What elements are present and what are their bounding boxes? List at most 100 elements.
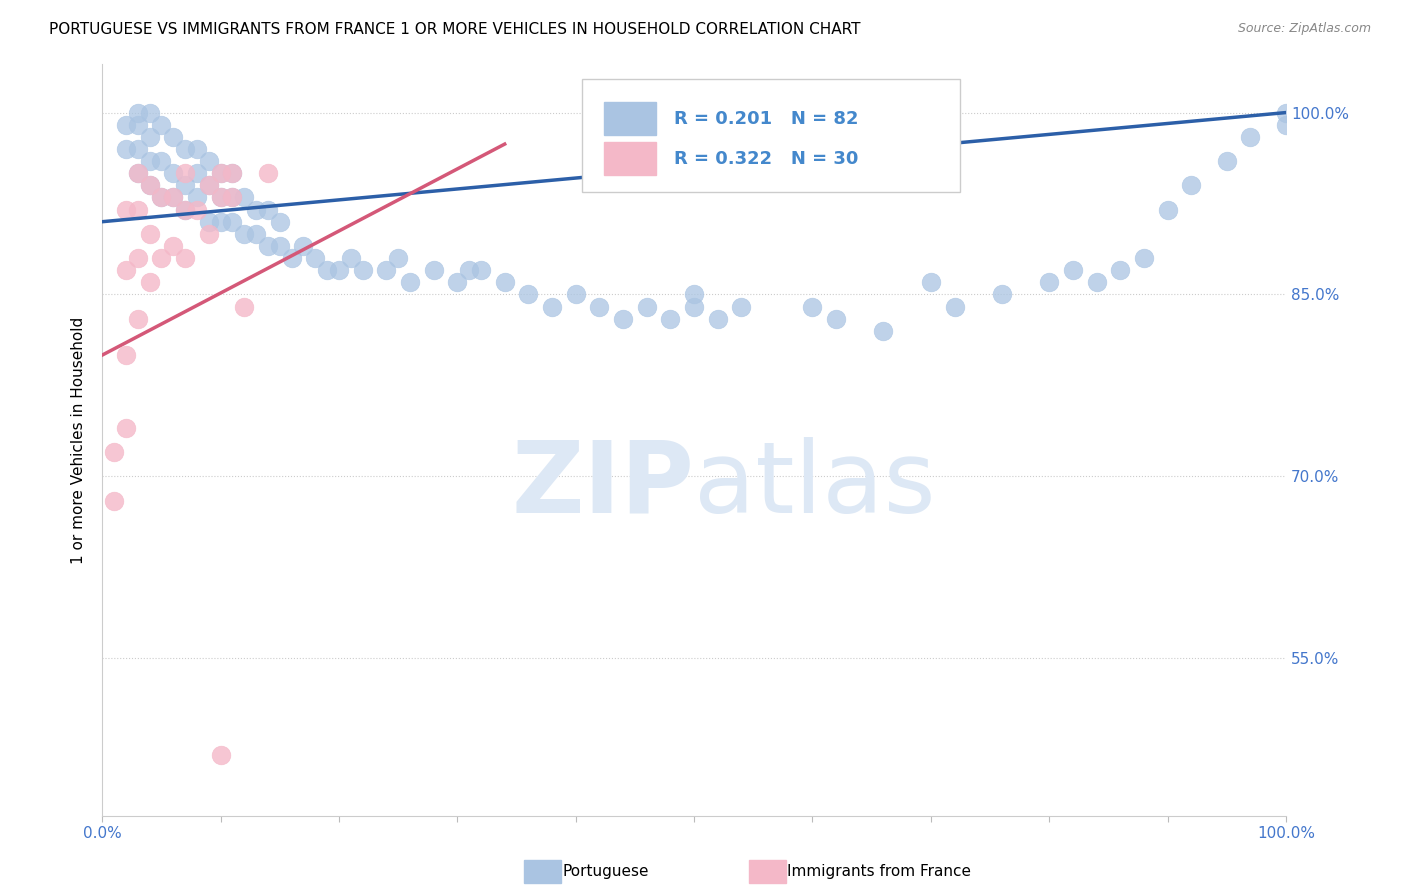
Point: [991, 287, 1014, 301]
Point: [174, 251, 197, 265]
FancyBboxPatch shape: [582, 79, 960, 192]
Point: [115, 348, 138, 362]
Text: Source: ZipAtlas.com: Source: ZipAtlas.com: [1237, 22, 1371, 36]
Point: [1133, 251, 1156, 265]
Point: [138, 227, 160, 241]
Point: [103, 493, 125, 508]
Point: [127, 118, 149, 132]
Point: [221, 190, 243, 204]
Point: [328, 263, 350, 277]
Point: [375, 263, 398, 277]
Point: [517, 287, 540, 301]
Point: [162, 239, 184, 253]
Y-axis label: 1 or more Vehicles in Household: 1 or more Vehicles in Household: [72, 317, 86, 564]
Point: [269, 215, 291, 229]
Point: [825, 311, 848, 326]
Point: [233, 227, 256, 241]
Point: [127, 105, 149, 120]
Point: [162, 129, 184, 144]
Point: [221, 190, 243, 204]
Point: [174, 202, 197, 217]
Point: [186, 190, 208, 204]
Text: PORTUGUESE VS IMMIGRANTS FROM FRANCE 1 OR MORE VEHICLES IN HOUSEHOLD CORRELATION: PORTUGUESE VS IMMIGRANTS FROM FRANCE 1 O…: [49, 22, 860, 37]
Point: [115, 142, 138, 156]
Text: Immigrants from France: Immigrants from France: [787, 864, 972, 879]
Point: [138, 178, 160, 193]
Point: [209, 215, 232, 229]
Point: [1239, 129, 1261, 144]
Point: [304, 251, 326, 265]
Point: [706, 311, 728, 326]
Point: [292, 239, 315, 253]
Point: [138, 129, 160, 144]
Point: [1085, 276, 1108, 290]
Point: [1156, 202, 1178, 217]
Point: [730, 300, 752, 314]
Point: [446, 276, 468, 290]
Point: [209, 190, 232, 204]
Point: [588, 300, 610, 314]
FancyBboxPatch shape: [605, 103, 657, 136]
Point: [943, 300, 966, 314]
Point: [257, 202, 280, 217]
Point: [1038, 276, 1060, 290]
Point: [257, 239, 280, 253]
Point: [233, 300, 256, 314]
Point: [115, 202, 138, 217]
Point: [683, 300, 706, 314]
Point: [872, 324, 894, 338]
Point: [1275, 105, 1298, 120]
Point: [197, 215, 219, 229]
Point: [659, 311, 682, 326]
Point: [127, 166, 149, 180]
Point: [209, 748, 232, 763]
Point: [221, 166, 243, 180]
Point: [197, 227, 219, 241]
Point: [127, 202, 149, 217]
Point: [138, 276, 160, 290]
Point: [352, 263, 374, 277]
Point: [150, 190, 173, 204]
Point: [245, 227, 267, 241]
Point: [197, 178, 219, 193]
Point: [138, 105, 160, 120]
Point: [209, 190, 232, 204]
Point: [150, 118, 173, 132]
Point: [115, 421, 138, 435]
Point: [458, 263, 481, 277]
Point: [127, 142, 149, 156]
Point: [162, 166, 184, 180]
Point: [494, 276, 516, 290]
Point: [115, 118, 138, 132]
Point: [636, 300, 658, 314]
Point: [162, 190, 184, 204]
Point: [1180, 178, 1202, 193]
Point: [186, 142, 208, 156]
Point: [186, 166, 208, 180]
Point: [115, 263, 138, 277]
Point: [280, 251, 302, 265]
Point: [138, 154, 160, 169]
Point: [197, 154, 219, 169]
Text: atlas: atlas: [695, 436, 936, 533]
Point: [127, 311, 149, 326]
Point: [174, 178, 197, 193]
Point: [257, 166, 280, 180]
Point: [127, 166, 149, 180]
FancyBboxPatch shape: [605, 142, 657, 176]
Point: [197, 178, 219, 193]
Point: [1216, 154, 1239, 169]
Point: [269, 239, 291, 253]
Point: [150, 190, 173, 204]
Point: [221, 166, 243, 180]
Text: ZIP: ZIP: [512, 436, 695, 533]
Point: [138, 178, 160, 193]
Point: [209, 166, 232, 180]
Text: R = 0.322   N = 30: R = 0.322 N = 30: [673, 150, 858, 168]
Point: [340, 251, 363, 265]
Point: [233, 190, 256, 204]
Point: [541, 300, 564, 314]
Point: [150, 154, 173, 169]
Point: [174, 166, 197, 180]
Point: [612, 311, 634, 326]
